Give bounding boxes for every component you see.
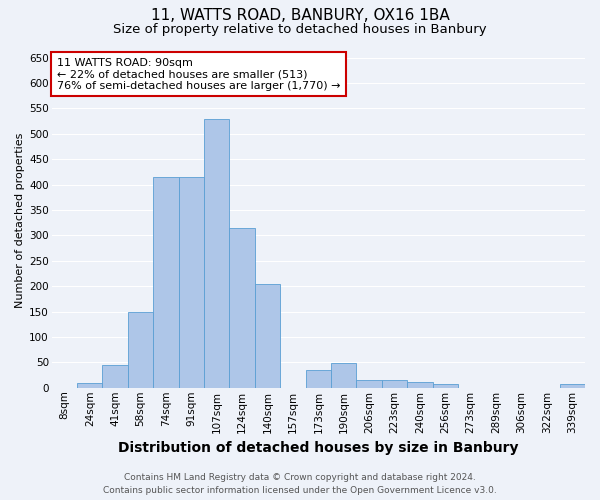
Bar (103, 365, 128, 388)
Text: Contains HM Land Registry data © Crown copyright and database right 2024.
Contai: Contains HM Land Registry data © Crown c… (103, 474, 497, 495)
X-axis label: Distribution of detached houses by size in Banbury: Distribution of detached houses by size … (118, 441, 518, 455)
Text: Size of property relative to detached houses in Banbury: Size of property relative to detached ho… (113, 22, 487, 36)
Bar (382, 380, 407, 388)
Bar (229, 228, 255, 388)
Bar (356, 380, 382, 388)
Bar (179, 177, 204, 388)
Bar (153, 177, 179, 388)
Bar (331, 364, 356, 388)
Bar (255, 284, 280, 388)
Bar (305, 370, 331, 388)
Bar (560, 384, 585, 388)
Text: 11, WATTS ROAD, BANBURY, OX16 1BA: 11, WATTS ROAD, BANBURY, OX16 1BA (151, 8, 449, 22)
Bar (433, 384, 458, 388)
Bar (407, 382, 433, 388)
Text: 11 WATTS ROAD: 90sqm
← 22% of detached houses are smaller (513)
76% of semi-deta: 11 WATTS ROAD: 90sqm ← 22% of detached h… (57, 58, 341, 90)
Bar (77, 382, 103, 388)
Bar (128, 312, 153, 388)
Y-axis label: Number of detached properties: Number of detached properties (15, 132, 25, 308)
Bar (204, 118, 229, 388)
